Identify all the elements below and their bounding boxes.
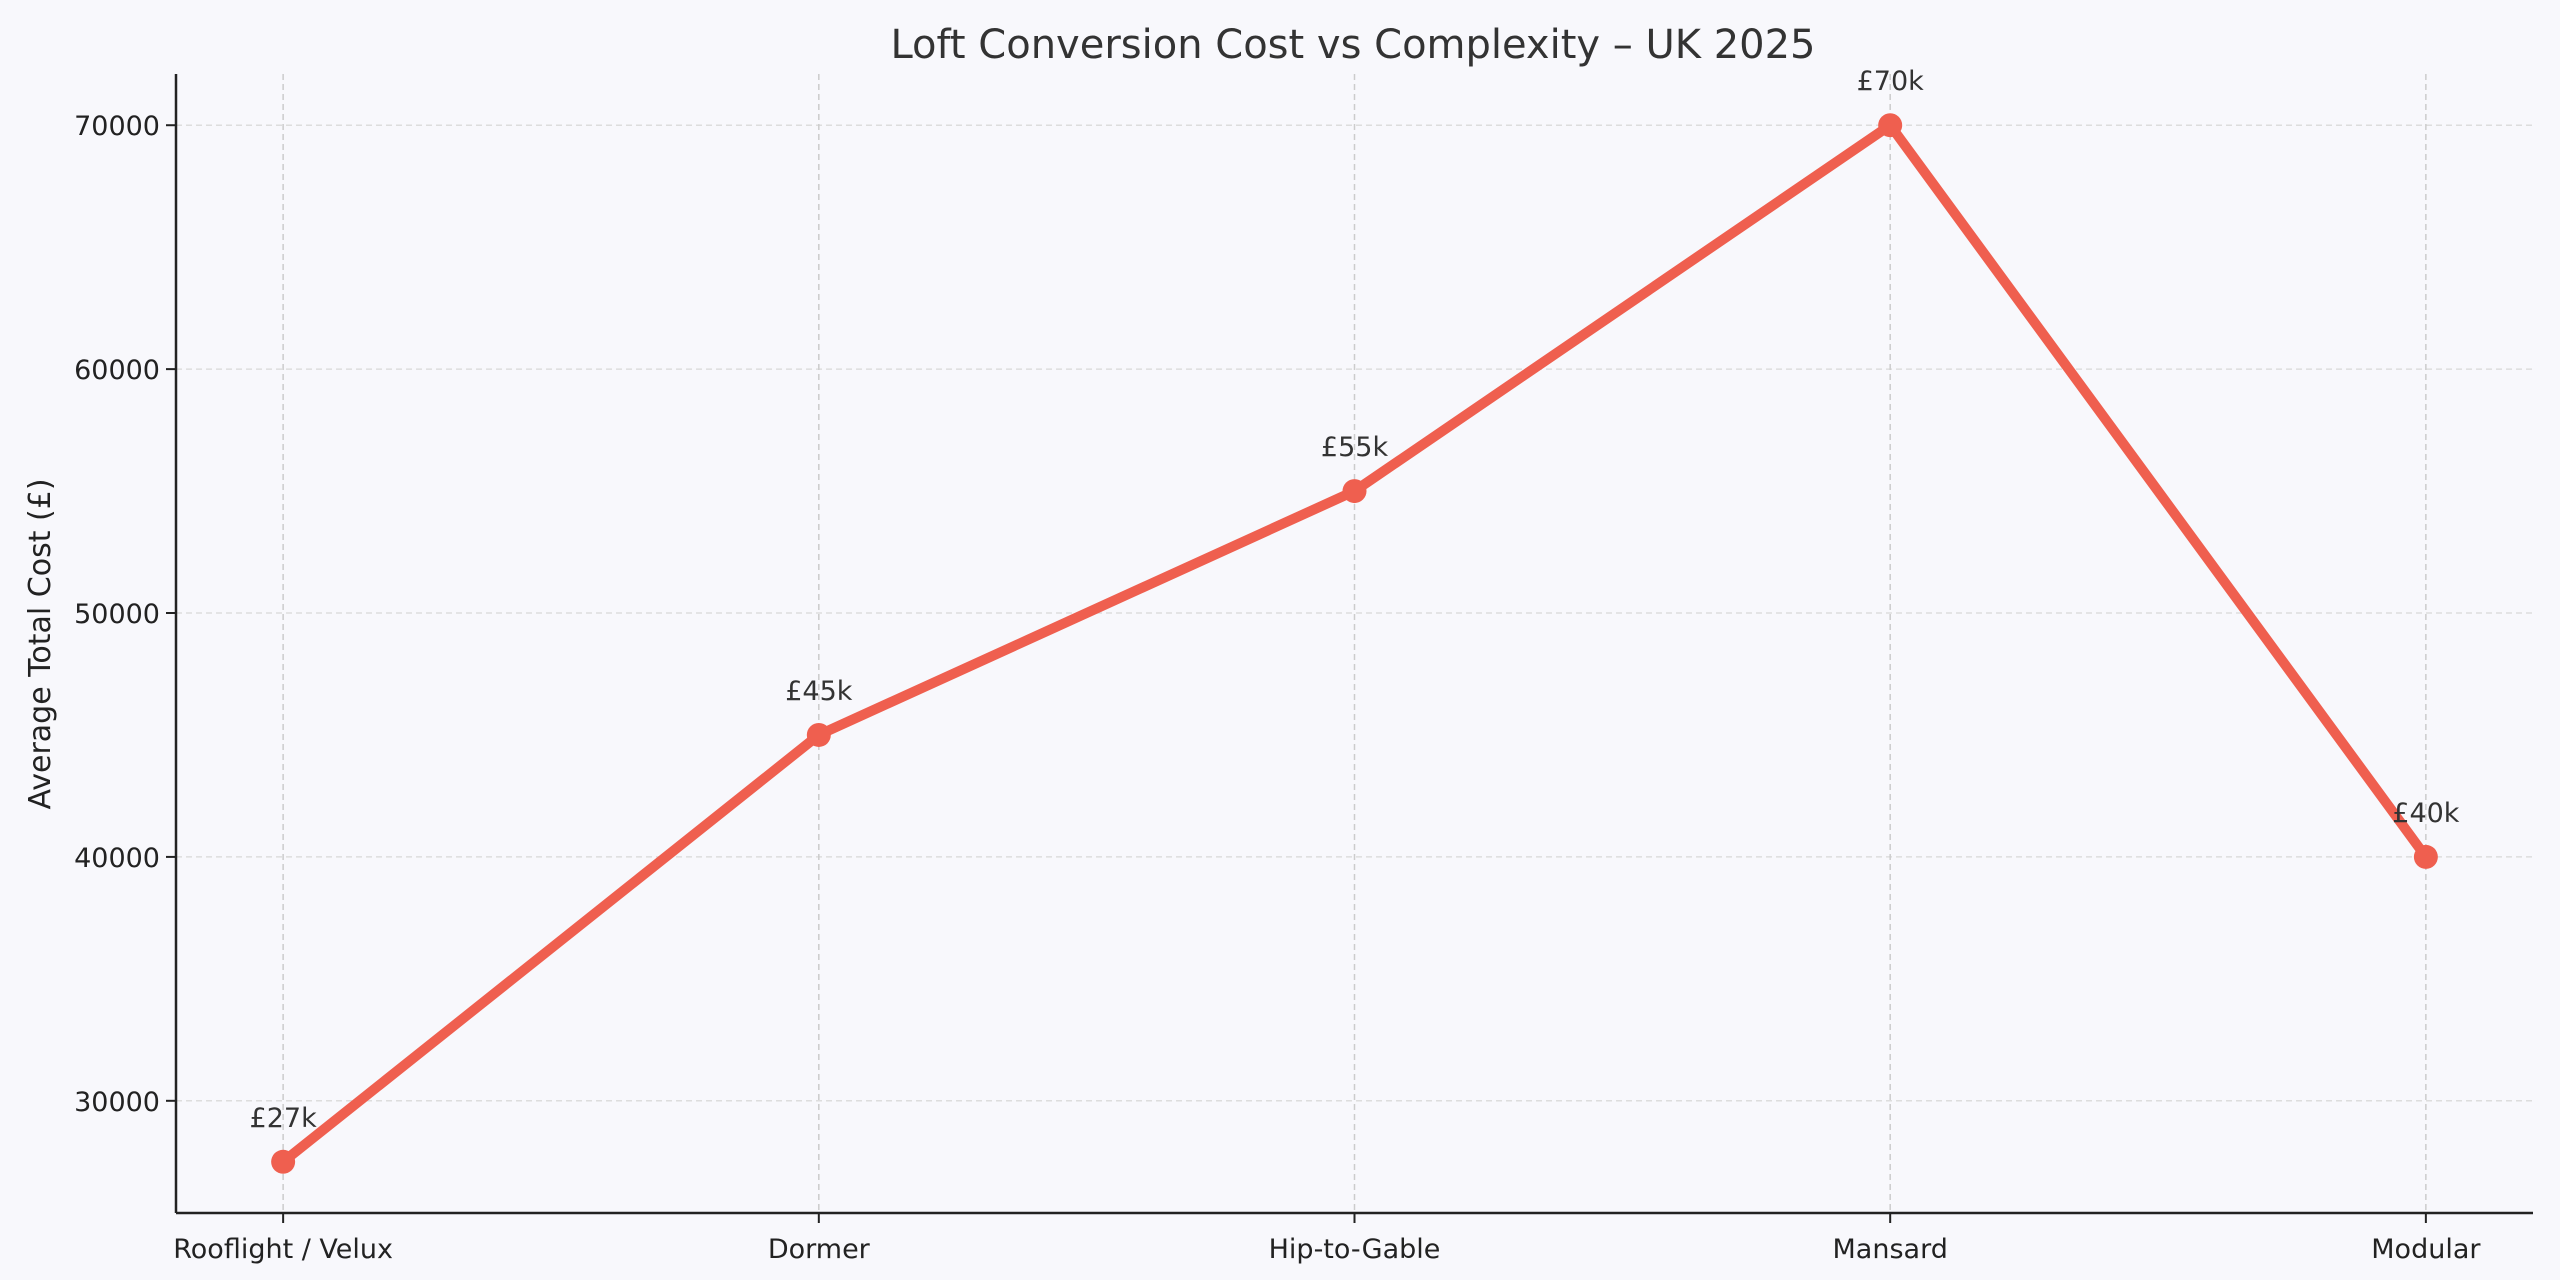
y-tick-label: 50000 — [74, 599, 160, 630]
data-point — [271, 1149, 296, 1174]
data-point — [806, 722, 831, 747]
data-label: £55k — [1321, 432, 1389, 463]
x-tick-label: Hip-to-Gable — [1269, 1234, 1441, 1265]
data-label: £27k — [250, 1103, 318, 1134]
x-tick-label: Modular — [2371, 1234, 2481, 1265]
y-tick-label: 70000 — [74, 111, 160, 142]
x-tick-label: Dormer — [768, 1234, 871, 1265]
data-label: £40k — [2392, 798, 2460, 829]
data-point — [1878, 113, 1903, 138]
y-tick-label: 60000 — [74, 355, 160, 386]
data-label: £70k — [1857, 66, 1925, 97]
y-tick-label: 30000 — [74, 1087, 160, 1118]
data-point — [1342, 479, 1367, 504]
chart-title: Loft Conversion Cost vs Complexity – UK … — [890, 22, 1815, 68]
x-tick-label: Mansard — [1833, 1234, 1948, 1265]
y-tick-label: 40000 — [74, 843, 160, 874]
y-axis-label: Average Total Cost (£) — [23, 478, 58, 809]
data-point — [2413, 844, 2438, 869]
x-tick-label: Rooflight / Velux — [173, 1234, 393, 1265]
data-label: £45k — [785, 676, 853, 707]
